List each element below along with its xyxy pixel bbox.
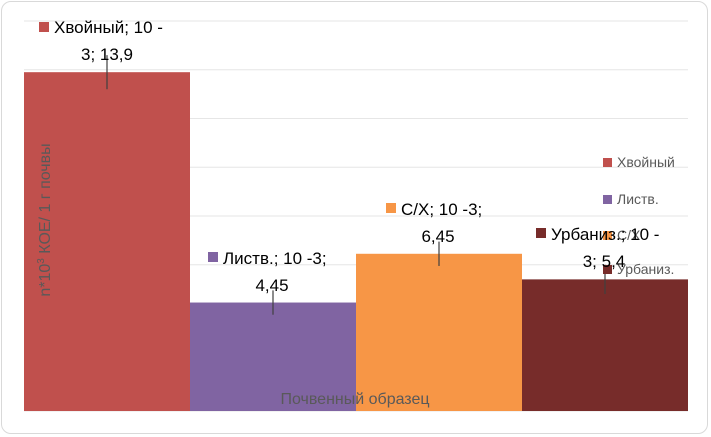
data-label: 6,45: [421, 227, 454, 246]
legend-entry: С/Х: [617, 227, 641, 243]
data-label-marker: [39, 22, 49, 32]
legend-entry: Урбаниз.: [617, 261, 674, 277]
bar: [24, 72, 190, 411]
data-label: Хвойный; 10 -: [54, 18, 163, 37]
bars: [24, 72, 688, 411]
bar: [190, 302, 356, 411]
legend-swatch: [603, 158, 612, 167]
y-axis-label: n*103 КОЕ/ 1 г почвы: [36, 143, 54, 296]
data-label: 3; 13,9: [81, 45, 133, 64]
data-label: Листв.; 10 -3;: [223, 249, 327, 268]
legend-entry: Хвойный: [617, 154, 675, 170]
legend-entry: Листв.: [617, 191, 659, 207]
bar: [356, 253, 522, 411]
data-label-marker: [208, 252, 218, 262]
data-label: С/Х; 10 -3;: [401, 200, 482, 219]
data-label-marker: [536, 228, 546, 238]
data-label: 3; 5,4: [583, 252, 626, 271]
legend-swatch: [603, 231, 612, 240]
y-axis-label-superscript: 3: [36, 258, 47, 264]
legend-swatch: [603, 195, 612, 204]
legend: Хвойный Листв. С/Х Урбаниз.: [603, 154, 675, 277]
y-axis-label-units: КОЕ/ 1 г почвы: [37, 143, 54, 258]
data-label: 4,45: [255, 276, 288, 295]
data-label: Урбаниз.; 10 -: [551, 225, 659, 244]
data-label-marker: [386, 203, 396, 213]
bar: [522, 279, 688, 411]
y-axis-label-main: n*10: [37, 264, 54, 297]
legend-swatch: [603, 265, 612, 274]
x-axis-label: Почвенный образец: [280, 391, 429, 408]
data-labels: Хвойный; 10 - 3; 13,9 Листв.; 10 -3; 4,45 С/…: [39, 18, 659, 295]
